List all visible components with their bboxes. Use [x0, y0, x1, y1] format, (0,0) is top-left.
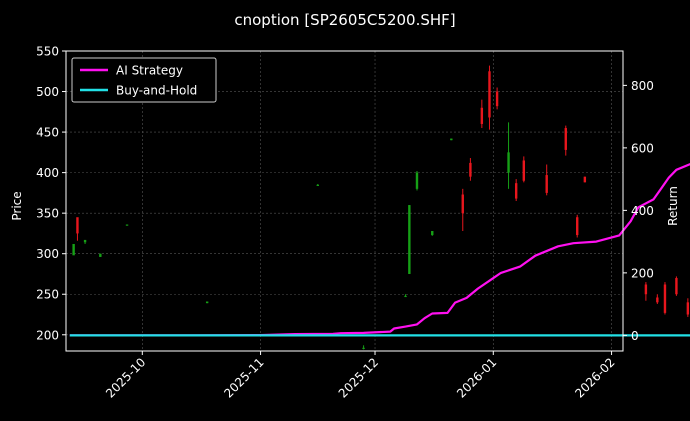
candle-body [583, 176, 587, 183]
y-tick-label: 450 [36, 126, 59, 140]
y-tick-label: 300 [36, 247, 59, 261]
candle-body [316, 184, 319, 186]
candle-body [656, 297, 659, 303]
candle-body [76, 217, 79, 234]
legend-label-strategy: AI Strategy [116, 64, 183, 78]
legend-label-buyhold: Buy-and-Hold [116, 84, 197, 98]
series-line-strategy [69, 163, 690, 337]
series-lines [69, 163, 690, 337]
candle-body [205, 301, 209, 304]
y-tick-label: 200 [36, 328, 59, 342]
candle-body [99, 253, 102, 257]
candle-body [431, 231, 434, 236]
candle-body [83, 239, 87, 243]
candle-body [362, 347, 365, 349]
candle-body [72, 243, 75, 256]
candle-body [461, 194, 464, 214]
y-right-tick-label: 800 [631, 79, 654, 93]
candle-body [545, 175, 548, 193]
y-axis-label: Price [10, 191, 24, 220]
y-tick-label: 400 [36, 166, 59, 180]
plot-frame [65, 50, 624, 352]
legend: AI Strategy Buy-and-Hold [71, 57, 217, 103]
candle-body [415, 172, 419, 189]
y-right-tick-label: 600 [631, 141, 654, 155]
candle-body [522, 160, 526, 181]
candle-body [507, 152, 510, 173]
y-right-tick-label: 200 [631, 266, 654, 280]
candle-body [663, 284, 667, 313]
y-right-tick-label: 0 [631, 329, 639, 343]
candle-body [644, 284, 648, 295]
candle-body [408, 205, 411, 274]
candle-body [576, 217, 579, 236]
candle-body [404, 295, 407, 298]
y-right-tick-label: 400 [631, 204, 654, 218]
y-tick-label: 550 [36, 45, 59, 59]
candle-body [675, 278, 678, 295]
y-tick-label: 250 [36, 288, 59, 302]
chart-title: cnoption [SP2605C5200.SHF] [234, 11, 455, 29]
y-axis-right-label: Return [666, 186, 680, 226]
candle-body [564, 128, 567, 150]
candle-body [495, 91, 499, 107]
candle-body [686, 302, 690, 315]
candle-body [488, 71, 491, 118]
candle-body [480, 107, 484, 124]
candle-body [514, 183, 518, 199]
y-tick-label: 500 [36, 85, 59, 99]
candle-body [469, 162, 472, 177]
candle-body [450, 138, 453, 141]
candles [72, 65, 690, 350]
candle-body [125, 224, 129, 226]
y-tick-label: 350 [36, 207, 59, 221]
